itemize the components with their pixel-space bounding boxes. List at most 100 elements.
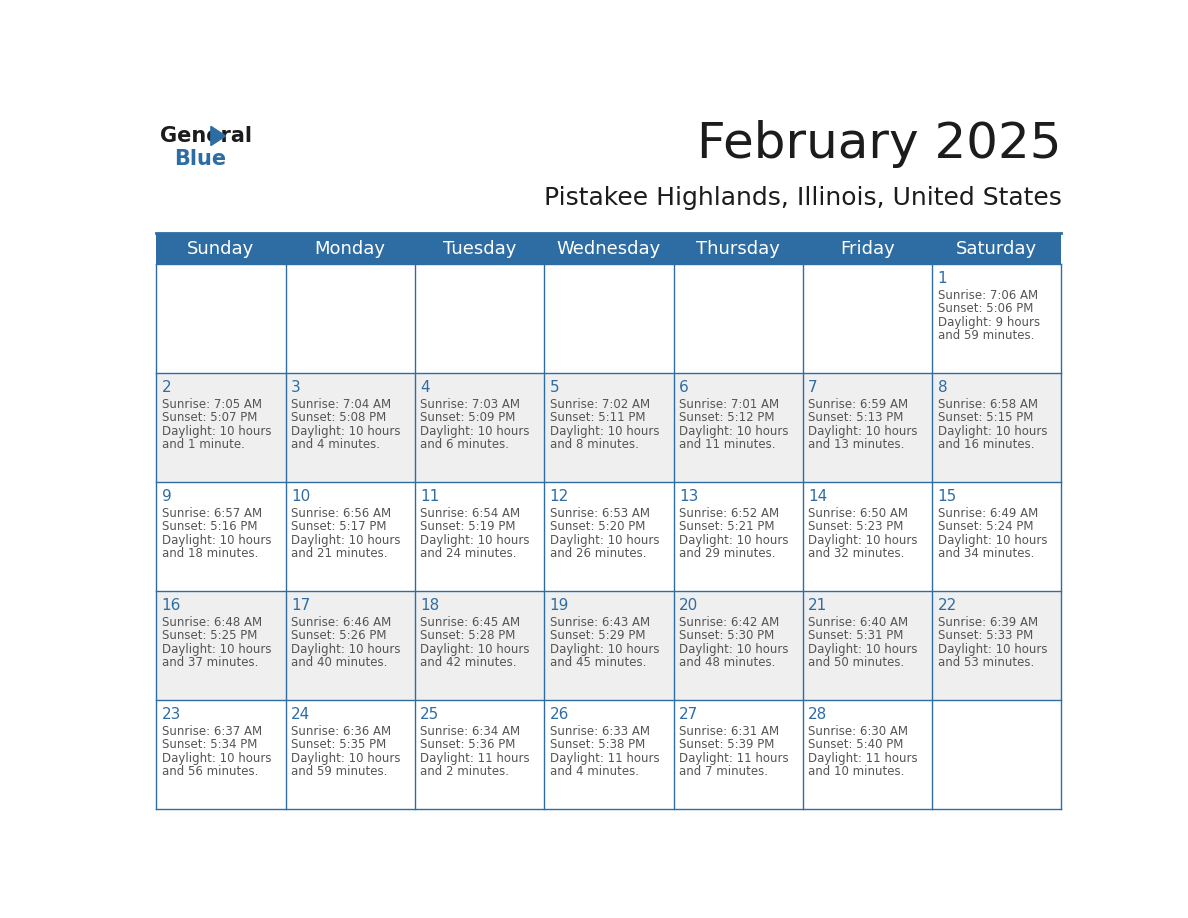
Text: Wednesday: Wednesday <box>557 240 661 258</box>
Text: Sunrise: 6:52 AM: Sunrise: 6:52 AM <box>678 507 779 520</box>
Text: Sunset: 5:13 PM: Sunset: 5:13 PM <box>808 411 904 424</box>
Text: 20: 20 <box>678 599 699 613</box>
Text: and 24 minutes.: and 24 minutes. <box>421 547 517 560</box>
Text: 2: 2 <box>162 380 171 395</box>
Text: Sunset: 5:07 PM: Sunset: 5:07 PM <box>162 411 257 424</box>
Text: Daylight: 10 hours: Daylight: 10 hours <box>808 533 918 547</box>
Text: Sunset: 5:38 PM: Sunset: 5:38 PM <box>550 738 645 752</box>
Text: and 59 minutes.: and 59 minutes. <box>937 330 1034 342</box>
Text: Thursday: Thursday <box>696 240 781 258</box>
Text: February 2025: February 2025 <box>697 120 1061 168</box>
Text: Sunset: 5:21 PM: Sunset: 5:21 PM <box>678 521 775 533</box>
Text: and 42 minutes.: and 42 minutes. <box>421 656 517 669</box>
Text: Friday: Friday <box>840 240 895 258</box>
Text: 6: 6 <box>678 380 689 395</box>
Text: and 7 minutes.: and 7 minutes. <box>678 766 767 778</box>
Text: Daylight: 10 hours: Daylight: 10 hours <box>291 752 400 765</box>
Text: 21: 21 <box>808 599 828 613</box>
Text: 19: 19 <box>550 599 569 613</box>
Text: Daylight: 10 hours: Daylight: 10 hours <box>291 533 400 547</box>
Text: Sunrise: 6:40 AM: Sunrise: 6:40 AM <box>808 616 909 629</box>
Text: Sunrise: 6:48 AM: Sunrise: 6:48 AM <box>162 616 261 629</box>
Text: Sunrise: 6:59 AM: Sunrise: 6:59 AM <box>808 397 909 411</box>
Text: Sunrise: 6:56 AM: Sunrise: 6:56 AM <box>291 507 391 520</box>
Text: 15: 15 <box>937 489 956 504</box>
Text: 26: 26 <box>550 707 569 722</box>
Text: Sunrise: 6:30 AM: Sunrise: 6:30 AM <box>808 725 909 738</box>
Text: Daylight: 10 hours: Daylight: 10 hours <box>678 643 789 655</box>
Text: Tuesday: Tuesday <box>443 240 517 258</box>
Text: Daylight: 11 hours: Daylight: 11 hours <box>550 752 659 765</box>
Text: Sunrise: 7:05 AM: Sunrise: 7:05 AM <box>162 397 261 411</box>
Text: and 45 minutes.: and 45 minutes. <box>550 656 646 669</box>
Text: Sunset: 5:33 PM: Sunset: 5:33 PM <box>937 630 1032 643</box>
Text: Daylight: 10 hours: Daylight: 10 hours <box>162 425 271 438</box>
Text: Sunset: 5:19 PM: Sunset: 5:19 PM <box>421 521 516 533</box>
Bar <box>157 591 1061 700</box>
Polygon shape <box>211 127 226 146</box>
Text: Sunrise: 6:53 AM: Sunrise: 6:53 AM <box>550 507 650 520</box>
Text: Daylight: 10 hours: Daylight: 10 hours <box>162 533 271 547</box>
Text: 27: 27 <box>678 707 699 722</box>
Text: Daylight: 9 hours: Daylight: 9 hours <box>937 316 1040 329</box>
Text: and 26 minutes.: and 26 minutes. <box>550 547 646 560</box>
Text: Daylight: 11 hours: Daylight: 11 hours <box>808 752 918 765</box>
Text: Sunrise: 6:50 AM: Sunrise: 6:50 AM <box>808 507 909 520</box>
Text: Sunset: 5:39 PM: Sunset: 5:39 PM <box>678 738 775 752</box>
Text: 22: 22 <box>937 599 956 613</box>
Text: Daylight: 10 hours: Daylight: 10 hours <box>937 643 1047 655</box>
Text: and 50 minutes.: and 50 minutes. <box>808 656 904 669</box>
Text: Sunset: 5:20 PM: Sunset: 5:20 PM <box>550 521 645 533</box>
Text: Sunset: 5:23 PM: Sunset: 5:23 PM <box>808 521 904 533</box>
Text: and 4 minutes.: and 4 minutes. <box>291 438 380 452</box>
Text: 24: 24 <box>291 707 310 722</box>
Text: Sunrise: 7:04 AM: Sunrise: 7:04 AM <box>291 397 391 411</box>
Text: 11: 11 <box>421 489 440 504</box>
Text: and 53 minutes.: and 53 minutes. <box>937 656 1034 669</box>
Text: Daylight: 10 hours: Daylight: 10 hours <box>162 752 271 765</box>
Text: Daylight: 10 hours: Daylight: 10 hours <box>678 533 789 547</box>
Text: Sunset: 5:28 PM: Sunset: 5:28 PM <box>421 630 516 643</box>
Text: Sunrise: 6:49 AM: Sunrise: 6:49 AM <box>937 507 1038 520</box>
Text: Daylight: 10 hours: Daylight: 10 hours <box>937 533 1047 547</box>
Text: and 4 minutes.: and 4 minutes. <box>550 766 639 778</box>
Text: 12: 12 <box>550 489 569 504</box>
Text: Sunrise: 6:39 AM: Sunrise: 6:39 AM <box>937 616 1037 629</box>
Text: and 2 minutes.: and 2 minutes. <box>421 766 510 778</box>
Text: Sunset: 5:31 PM: Sunset: 5:31 PM <box>808 630 904 643</box>
Text: Daylight: 10 hours: Daylight: 10 hours <box>808 643 918 655</box>
Text: Sunset: 5:17 PM: Sunset: 5:17 PM <box>291 521 386 533</box>
Text: Sunrise: 6:34 AM: Sunrise: 6:34 AM <box>421 725 520 738</box>
Text: Sunset: 5:29 PM: Sunset: 5:29 PM <box>550 630 645 643</box>
Text: 5: 5 <box>550 380 560 395</box>
Text: Sunrise: 6:58 AM: Sunrise: 6:58 AM <box>937 397 1037 411</box>
Text: Sunrise: 6:33 AM: Sunrise: 6:33 AM <box>550 725 650 738</box>
Text: Sunset: 5:26 PM: Sunset: 5:26 PM <box>291 630 386 643</box>
Text: Sunrise: 6:54 AM: Sunrise: 6:54 AM <box>421 507 520 520</box>
Text: 17: 17 <box>291 599 310 613</box>
Text: and 11 minutes.: and 11 minutes. <box>678 438 776 452</box>
Text: Sunset: 5:15 PM: Sunset: 5:15 PM <box>937 411 1032 424</box>
Text: Saturday: Saturday <box>956 240 1037 258</box>
Text: 4: 4 <box>421 380 430 395</box>
Text: Sunrise: 7:06 AM: Sunrise: 7:06 AM <box>937 289 1037 302</box>
Bar <box>157 482 1061 591</box>
Text: Sunset: 5:11 PM: Sunset: 5:11 PM <box>550 411 645 424</box>
Text: Daylight: 10 hours: Daylight: 10 hours <box>550 643 659 655</box>
Text: Daylight: 10 hours: Daylight: 10 hours <box>678 425 789 438</box>
Text: and 1 minute.: and 1 minute. <box>162 438 245 452</box>
Text: and 21 minutes.: and 21 minutes. <box>291 547 387 560</box>
Text: Daylight: 10 hours: Daylight: 10 hours <box>937 425 1047 438</box>
Text: Daylight: 11 hours: Daylight: 11 hours <box>421 752 530 765</box>
Text: Daylight: 11 hours: Daylight: 11 hours <box>678 752 789 765</box>
Text: Daylight: 10 hours: Daylight: 10 hours <box>550 533 659 547</box>
Text: Sunset: 5:35 PM: Sunset: 5:35 PM <box>291 738 386 752</box>
Text: 13: 13 <box>678 489 699 504</box>
Text: and 6 minutes.: and 6 minutes. <box>421 438 510 452</box>
Text: Sunset: 5:08 PM: Sunset: 5:08 PM <box>291 411 386 424</box>
Text: 16: 16 <box>162 599 181 613</box>
Text: 25: 25 <box>421 707 440 722</box>
Text: and 16 minutes.: and 16 minutes. <box>937 438 1034 452</box>
Text: and 8 minutes.: and 8 minutes. <box>550 438 638 452</box>
Text: Sunset: 5:40 PM: Sunset: 5:40 PM <box>808 738 904 752</box>
